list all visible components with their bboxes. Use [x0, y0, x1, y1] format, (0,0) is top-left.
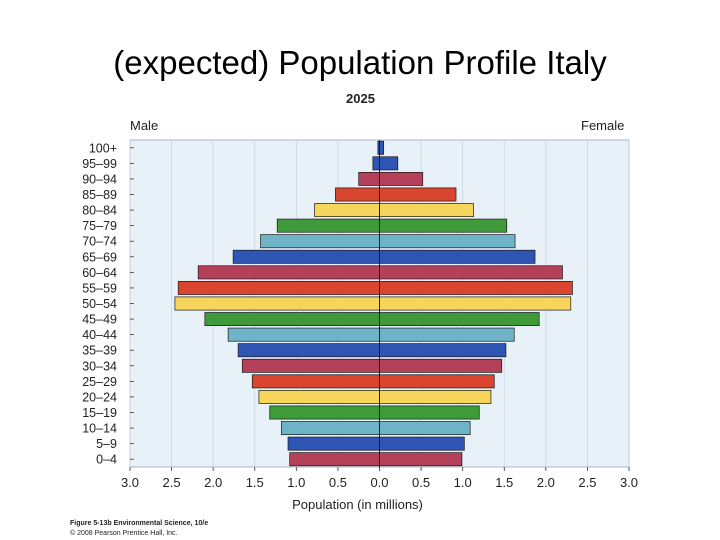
y-tick-label: 20–24 — [82, 390, 117, 404]
y-tick-label: 85–89 — [82, 188, 117, 202]
y-tick-label: 50–54 — [82, 297, 117, 311]
bar-male — [237, 343, 380, 358]
x-tick-label: 2.0 — [537, 475, 555, 490]
y-tick-label: 0–4 — [96, 453, 117, 467]
x-tick-label: 1.5 — [246, 475, 264, 490]
y-tick-label: 30–34 — [82, 359, 117, 373]
bar-male — [358, 171, 380, 186]
bar-female — [379, 389, 492, 404]
bar-female — [379, 374, 495, 389]
bar-male — [276, 218, 380, 233]
y-tick-label: 95–99 — [82, 157, 117, 171]
x-axis-label: Population (in millions) — [292, 497, 423, 512]
y-tick-label: 75–79 — [82, 219, 117, 233]
x-tick-label: 2.0 — [204, 475, 222, 490]
x-tick-label: 0.0 — [370, 475, 388, 490]
bar-female — [379, 265, 563, 280]
bar-male — [174, 296, 380, 311]
bar-female — [379, 421, 471, 436]
x-tick-label: 3.0 — [121, 475, 139, 490]
y-tick-label: 5–9 — [96, 437, 117, 451]
bar-male — [204, 312, 380, 327]
bar-male — [241, 358, 380, 373]
x-tick-label: 2.5 — [578, 475, 596, 490]
bar-female — [379, 218, 508, 233]
bar-male — [227, 327, 380, 342]
bar-male — [314, 203, 380, 218]
bar-female — [379, 452, 463, 467]
figure-credit: Figure 5-13b Environmental Science, 10/e — [70, 520, 209, 527]
male-label: Male — [130, 118, 159, 133]
bar-male — [251, 374, 380, 389]
y-tick-label: 10–14 — [82, 422, 117, 436]
bar-female — [379, 405, 480, 420]
y-tick-label: 65–69 — [82, 250, 117, 264]
y-tick-label: 80–84 — [82, 204, 117, 218]
bar-male — [335, 187, 380, 202]
bar-male — [197, 265, 380, 280]
female-label: Female — [581, 118, 625, 133]
bar-male — [177, 280, 380, 295]
x-tick-label: 0.5 — [412, 475, 430, 490]
bar-female — [379, 327, 515, 342]
y-tick-label: 40–44 — [82, 328, 117, 342]
y-tick-label: 25–29 — [82, 375, 117, 389]
y-tick-label: 15–19 — [82, 406, 117, 420]
slide-title: (expected) Population Profile Italy — [113, 44, 607, 81]
chart-title: 2025 — [346, 91, 375, 106]
bar-male — [281, 421, 380, 436]
x-tick-label: 1.0 — [454, 475, 472, 490]
bar-male — [258, 389, 380, 404]
copyright-credit: © 2008 Pearson Prentice Hall, Inc. — [70, 530, 178, 537]
y-tick-label: 35–39 — [82, 344, 117, 358]
bar-male — [287, 436, 380, 451]
x-tick-label: 1.5 — [495, 475, 513, 490]
bar-female — [379, 249, 536, 264]
y-tick-label: 90–94 — [82, 172, 117, 186]
bar-female — [379, 312, 540, 327]
bar-male — [269, 405, 380, 420]
bar-male — [372, 156, 380, 171]
bar-female — [379, 234, 516, 249]
bar-female — [379, 140, 385, 155]
bar-female — [379, 436, 465, 451]
y-tick-label: 45–49 — [82, 313, 117, 327]
bar-male — [232, 249, 380, 264]
y-tick-label: 70–74 — [82, 235, 117, 249]
x-tick-label: 2.5 — [163, 475, 181, 490]
x-tick-label: 1.0 — [287, 475, 305, 490]
bar-female — [379, 187, 457, 202]
bar-female — [379, 171, 424, 186]
bar-female — [379, 156, 399, 171]
bar-female — [379, 296, 572, 311]
y-tick-label: 100+ — [89, 141, 117, 155]
bar-female — [379, 280, 573, 295]
bar-male — [289, 452, 380, 467]
bar-female — [379, 343, 507, 358]
y-tick-label: 60–64 — [82, 266, 117, 280]
y-tick-label: 55–59 — [82, 281, 117, 295]
x-tick-label: 3.0 — [620, 475, 638, 490]
bar-female — [379, 203, 474, 218]
x-tick-label: 0.5 — [329, 475, 347, 490]
bar-female — [379, 358, 503, 373]
bar-male — [260, 234, 380, 249]
